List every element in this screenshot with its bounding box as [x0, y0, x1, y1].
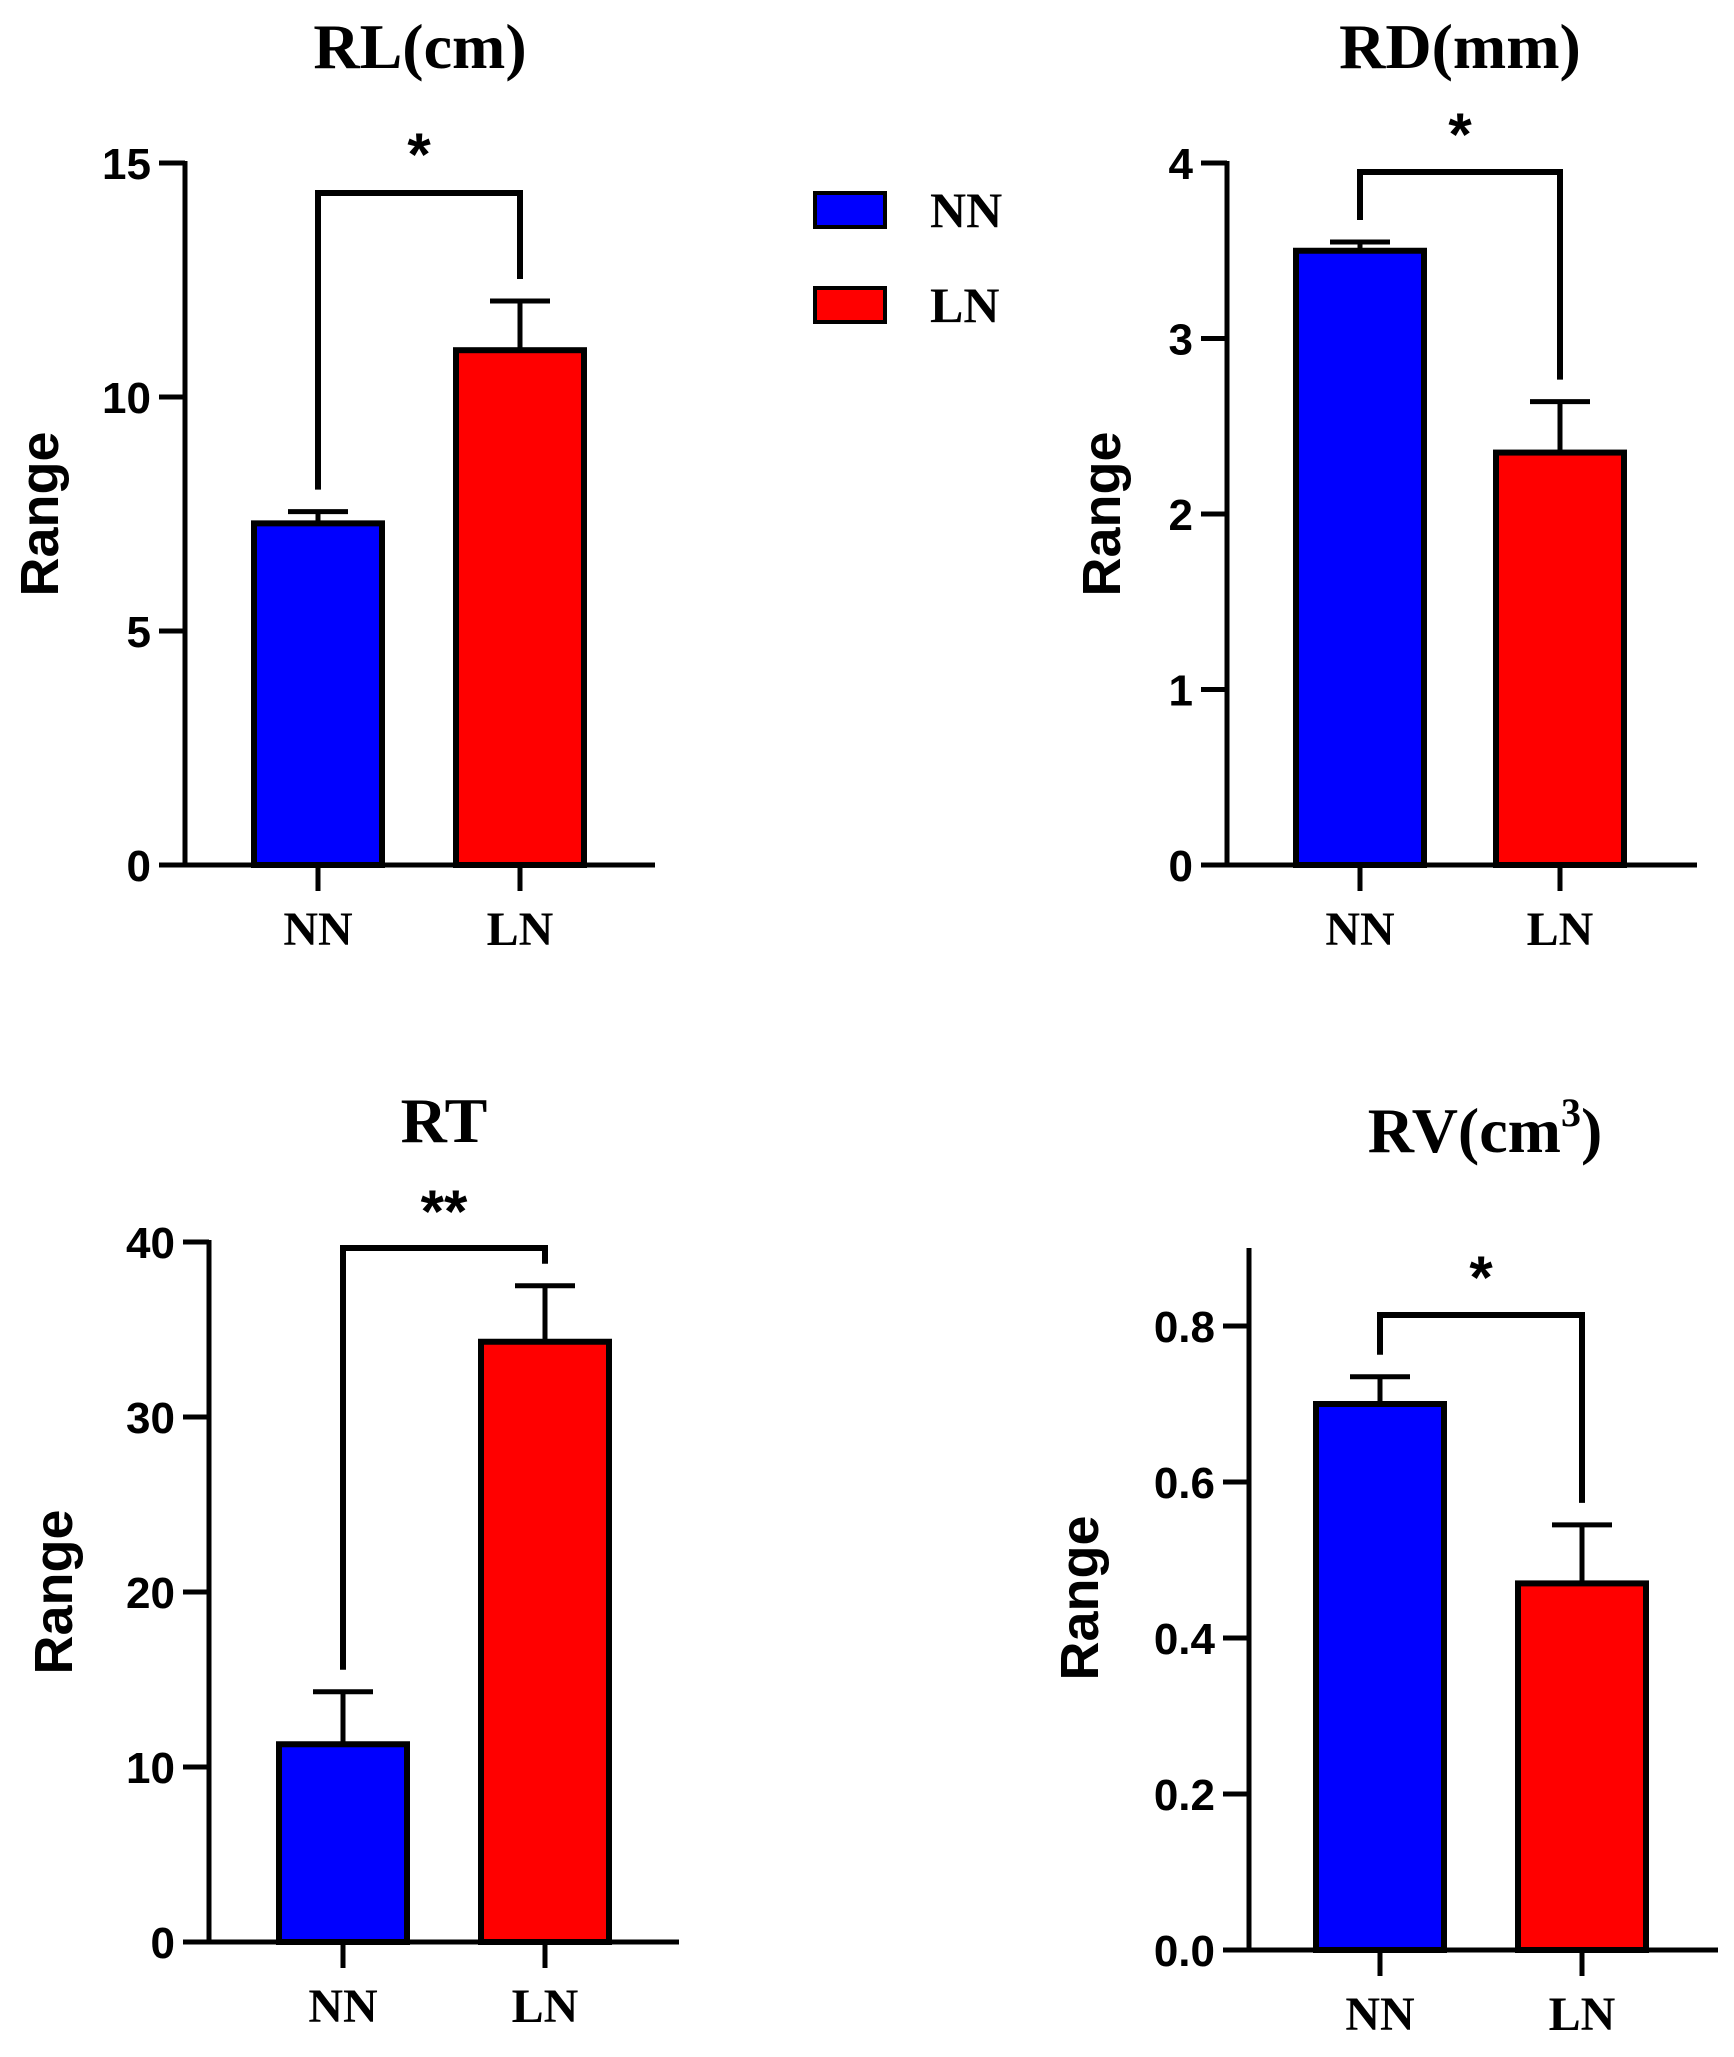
x-tick-label: LN	[1549, 1988, 1616, 2041]
chart-rt: RT Range 0 10 20 30 40 NN LN **	[24, 1085, 679, 2033]
bar-ln	[1493, 449, 1627, 868]
y-axis-label: Range	[1050, 1515, 1110, 1680]
legend-label-nn: NN	[930, 182, 1002, 238]
chart-title: RL(cm)	[313, 11, 526, 82]
y-tick-label: 10	[126, 1744, 175, 1793]
bar-ln	[1515, 1580, 1649, 1954]
y-axis-label: Range	[24, 1509, 84, 1674]
chart-rv: RV(cm3) Range 0.0 0.2 0.4 0.6 0.8 NN LN *	[1050, 1090, 1718, 2041]
significance-label: **	[421, 1178, 468, 1245]
x-tick-label: NN	[283, 903, 353, 956]
chart-title: RD(mm)	[1339, 11, 1581, 82]
y-tick-label: 40	[126, 1219, 175, 1268]
chart-title: RT	[401, 1085, 488, 1156]
chart-rd: RD(mm) Range 0 1 2 3 4 NN LN *	[1072, 11, 1697, 956]
y-tick-label: 5	[127, 608, 151, 657]
y-tick-label: 4	[1169, 140, 1194, 189]
y-axis-label: Range	[10, 431, 70, 596]
significance-bracket	[315, 190, 523, 490]
y-tick-label: 0.8	[1154, 1303, 1215, 1352]
legend-swatch-nn	[813, 191, 887, 229]
y-tick-label: 1	[1169, 667, 1193, 716]
y-tick-label: 20	[126, 1569, 175, 1618]
bar-ln	[453, 347, 587, 868]
x-tick-label: LN	[512, 1980, 579, 2033]
bar-nn	[1293, 247, 1427, 868]
bar-nn	[251, 520, 385, 868]
y-tick-label: 0	[1169, 842, 1193, 891]
legend-swatch-ln	[813, 286, 887, 324]
y-tick-label: 10	[102, 374, 151, 423]
x-tick-label: NN	[308, 1980, 378, 2033]
x-tick-label: LN	[1527, 903, 1594, 956]
bar-nn	[276, 1741, 410, 1945]
significance-label: *	[1448, 101, 1472, 168]
x-tick-label: LN	[487, 903, 554, 956]
bar-ln	[478, 1338, 612, 1945]
y-tick-label: 0.6	[1154, 1459, 1215, 1508]
significance-bracket	[1357, 169, 1563, 380]
chart-title: RV(cm3)	[1368, 1090, 1603, 1166]
x-tick-label: NN	[1325, 903, 1395, 956]
y-tick-label: 0	[127, 842, 151, 891]
legend-label-ln: LN	[930, 277, 999, 333]
y-tick-label: 0	[151, 1919, 175, 1968]
y-axis-label: Range	[1072, 431, 1132, 596]
y-tick-label: 0.2	[1154, 1771, 1215, 1820]
y-tick-label: 30	[126, 1394, 175, 1443]
y-tick-label: 0.4	[1154, 1615, 1216, 1664]
significance-label: *	[1469, 1244, 1493, 1311]
y-tick-label: 3	[1169, 316, 1193, 365]
significance-bracket	[1377, 1312, 1585, 1503]
bar-nn	[1313, 1401, 1447, 1953]
y-tick-label: 0.0	[1154, 1927, 1215, 1976]
chart-rl: RL(cm) Range 0 5 10 15 NN LN *	[10, 11, 655, 956]
x-tick-label: NN	[1345, 1988, 1415, 2041]
legend: NN LN	[813, 182, 1002, 333]
significance-label: *	[407, 121, 431, 188]
significance-bracket	[340, 1245, 548, 1670]
y-tick-label: 15	[102, 140, 151, 189]
y-tick-label: 2	[1169, 491, 1193, 540]
charts: RL(cm) Range 0 5 10 15 NN LN * RD(mm) Range 0 1 2 3 4 NN…	[10, 11, 1718, 2041]
